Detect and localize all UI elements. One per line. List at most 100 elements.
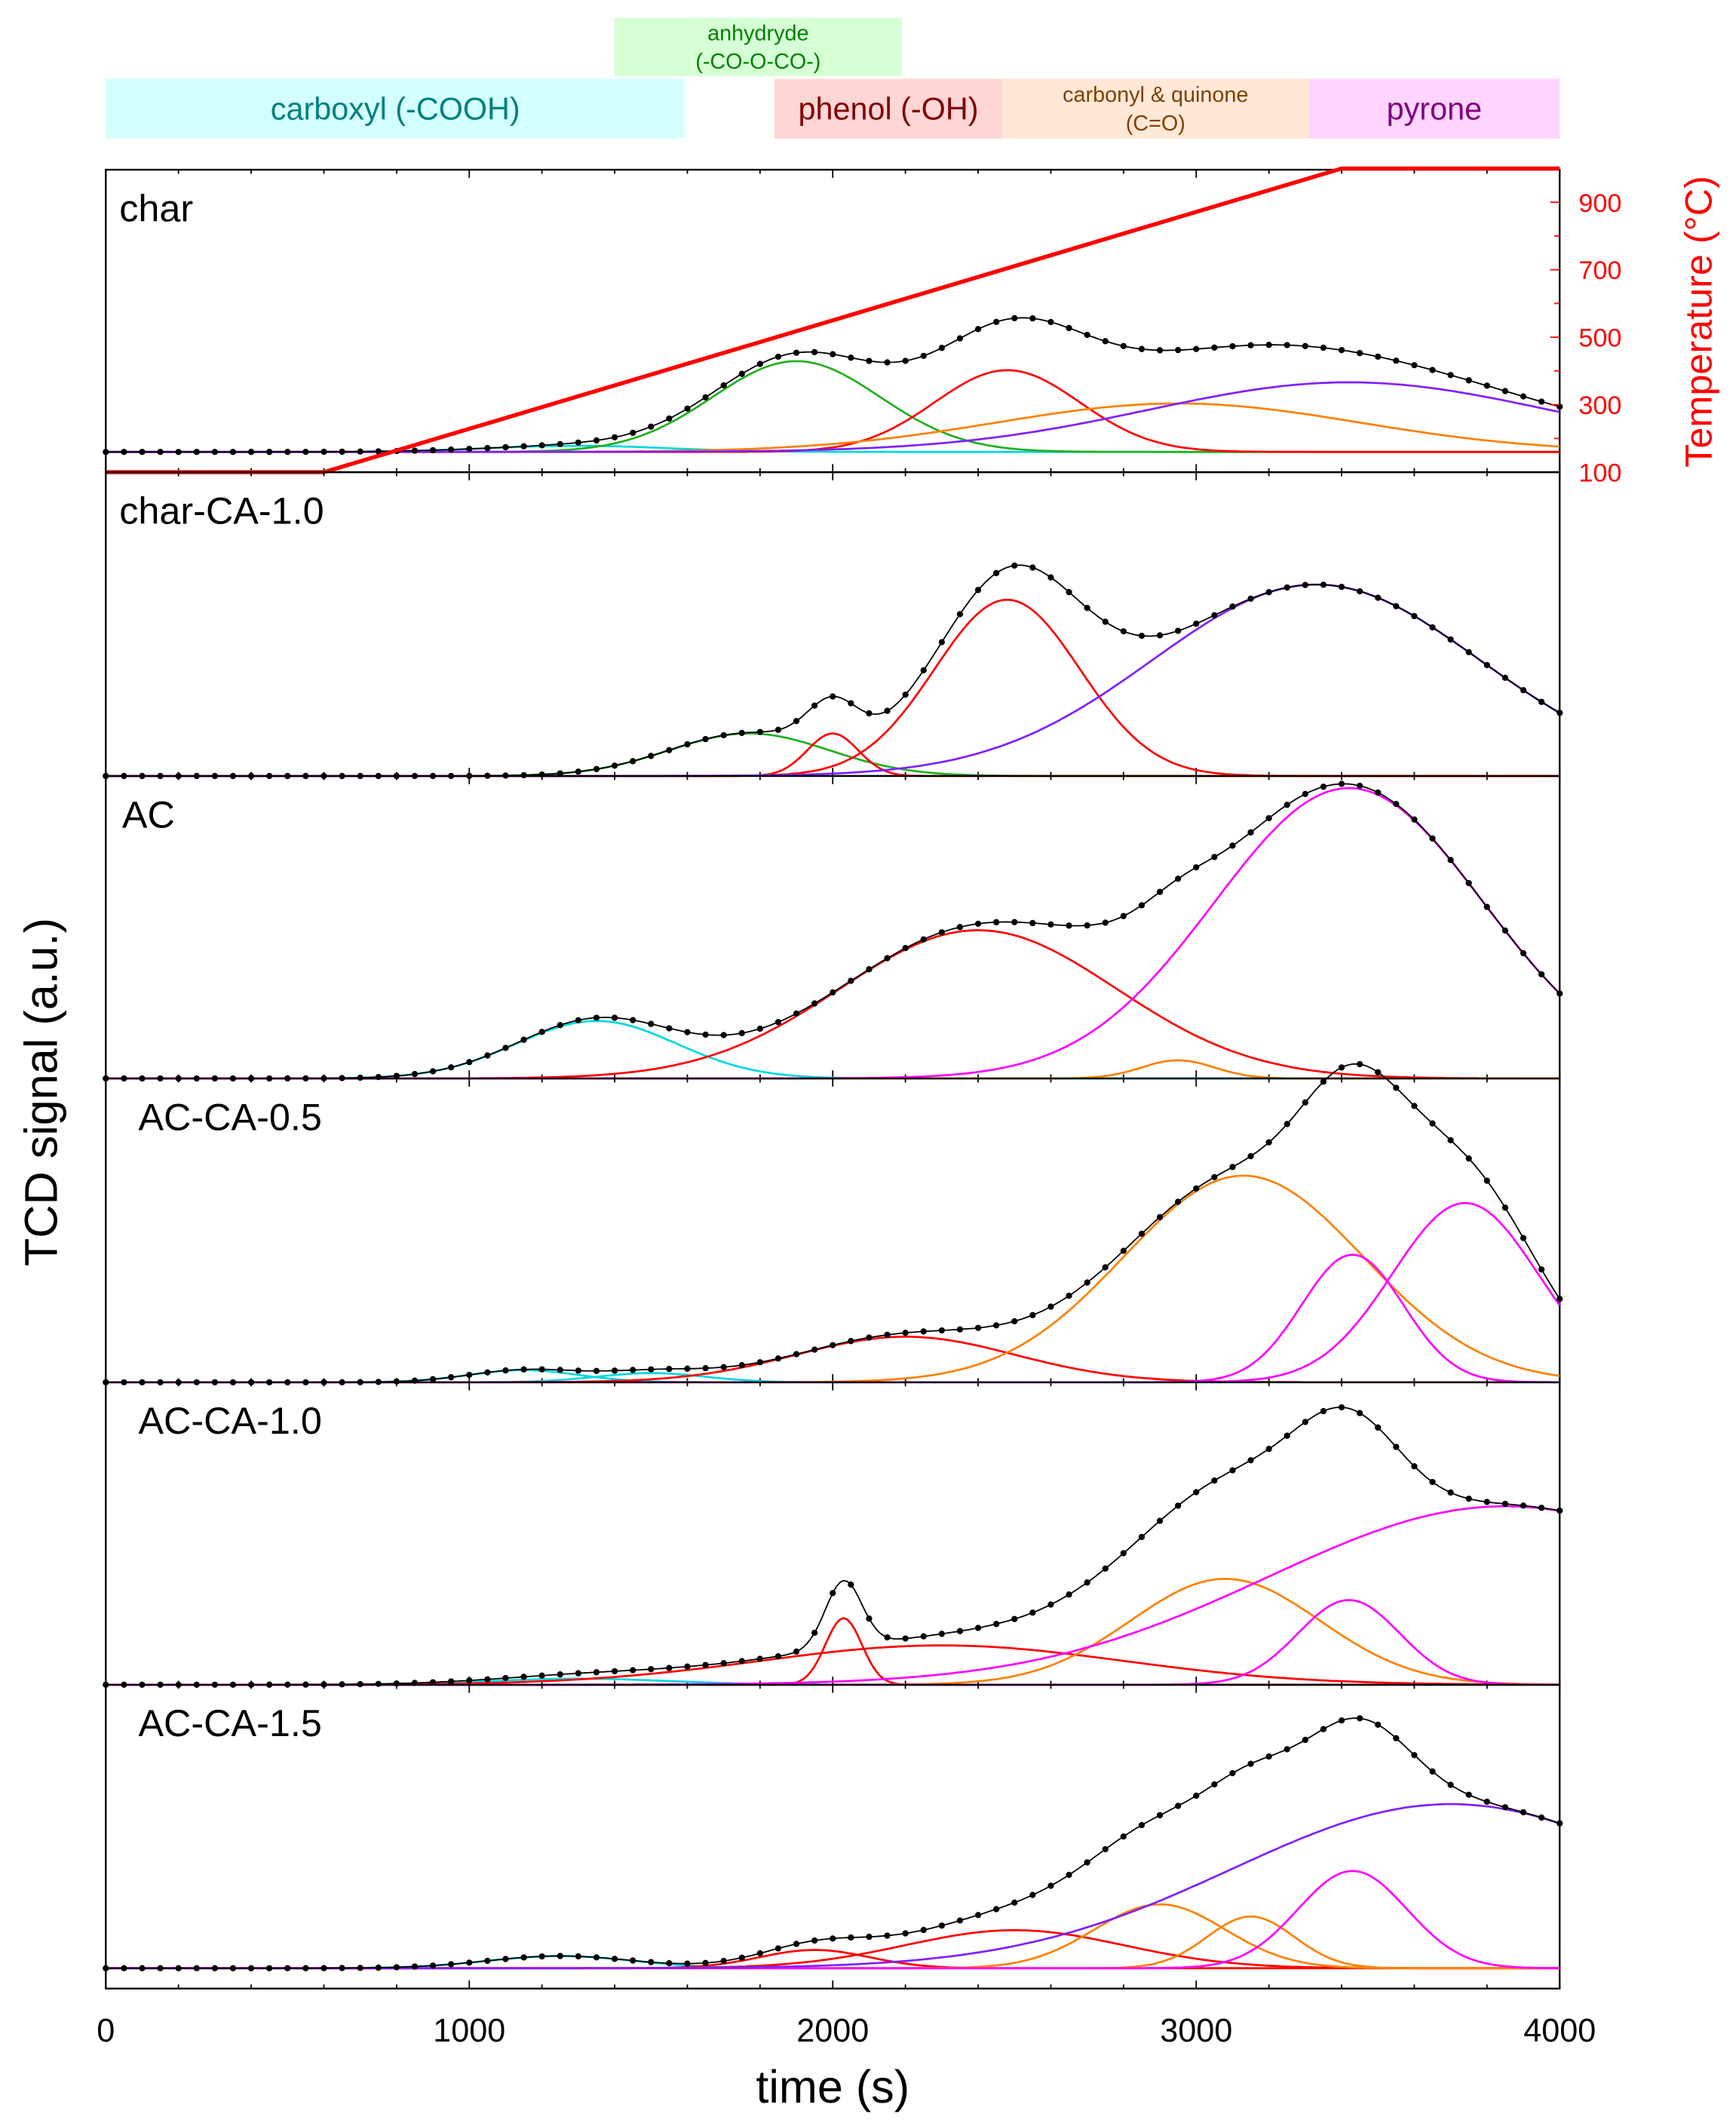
data-point [121, 449, 127, 456]
data-point [938, 1631, 945, 1637]
data-point [375, 1964, 382, 1971]
data-point [848, 977, 854, 984]
component-curve-carbonyl [106, 1174, 1560, 1384]
data-point [1211, 854, 1218, 861]
data-point [247, 449, 255, 456]
data-point [1375, 353, 1382, 360]
data-point [830, 1590, 836, 1597]
data-point [938, 345, 945, 351]
total-fit-curve [106, 564, 1560, 777]
legend-region-box [1308, 78, 1560, 139]
data-point [302, 448, 309, 456]
data-point [720, 1660, 727, 1667]
data-point [848, 1934, 854, 1941]
data-point [1084, 604, 1090, 612]
y2-tick-label: 500 [1578, 324, 1621, 353]
legend-region-box [774, 78, 1003, 139]
data-point [1247, 1152, 1254, 1160]
panels: char 100 300 500 700 900 char-CA-1.0 AC AC-CA-0.… [103, 166, 1621, 1990]
data-point [575, 1953, 581, 1960]
data-point [1465, 649, 1472, 655]
data-point [1465, 1155, 1472, 1162]
data-point [666, 415, 673, 422]
data-point [702, 394, 709, 400]
data-point [1483, 661, 1490, 668]
data-point [1211, 1173, 1218, 1180]
legend-region-4: pyrone [1308, 78, 1560, 139]
data-point [1411, 362, 1418, 369]
data-point [1156, 1812, 1164, 1819]
data-point [956, 1326, 964, 1333]
data-point [630, 429, 636, 437]
data-point [1411, 816, 1418, 823]
panel-label: char-CA-1.0 [119, 489, 324, 532]
data-point [811, 702, 818, 709]
data-point [103, 449, 109, 456]
data-point [538, 442, 545, 449]
data-point [1375, 1721, 1382, 1728]
data-point [1156, 1517, 1164, 1524]
data-point [1393, 1735, 1400, 1741]
data-point [538, 1029, 545, 1035]
data-point [1120, 1550, 1127, 1557]
data-point [992, 569, 1000, 577]
data-point [1338, 584, 1345, 591]
data-point [884, 707, 891, 714]
component-curve-pyrone [106, 1253, 1560, 1384]
data-point [630, 758, 636, 765]
data-point [866, 1934, 873, 1940]
data-point [1138, 1533, 1146, 1541]
data-point [1156, 632, 1164, 639]
data-point [648, 1366, 655, 1373]
data-point [611, 762, 618, 769]
data-point [1247, 829, 1254, 836]
data-point [1538, 1266, 1545, 1273]
data-point [1320, 1726, 1327, 1732]
data-point [1102, 338, 1109, 345]
data-point [1174, 876, 1182, 882]
data-point [702, 1031, 709, 1038]
data-point [738, 1954, 745, 1961]
data-point [1265, 1139, 1272, 1146]
data-point [1102, 1264, 1109, 1271]
data-point [520, 1674, 527, 1680]
data-point [484, 1676, 491, 1683]
functional-group-legend: anhydryde (-CO-O-CO-) carboxyl (-COOH) phen… [106, 17, 1560, 139]
data-point [266, 449, 273, 456]
data-point [666, 1664, 673, 1671]
data-point [793, 1940, 800, 1947]
data-point [1066, 1591, 1072, 1598]
data-point [756, 729, 763, 735]
data-point [1066, 588, 1072, 596]
data-point [774, 1019, 782, 1026]
data-point [1375, 789, 1382, 796]
data-point [1284, 1746, 1290, 1753]
data-point [938, 929, 945, 936]
data-point [974, 326, 982, 333]
data-point [1429, 1478, 1436, 1486]
data-point [992, 919, 1000, 925]
data-point [1047, 574, 1054, 581]
data-point [466, 1959, 473, 1966]
component-curve-anhydryde [106, 360, 1560, 453]
data-point [357, 448, 363, 455]
data-point [630, 1957, 636, 1964]
data-point [902, 1330, 909, 1336]
data-point [992, 1621, 1000, 1628]
data-point [520, 1954, 527, 1961]
data-point [193, 1965, 200, 1971]
data-point [575, 769, 581, 775]
data-point [284, 1965, 291, 1971]
data-point [1520, 1235, 1527, 1241]
data-point [557, 1367, 563, 1373]
data-point [411, 1071, 419, 1078]
data-point [774, 1945, 782, 1952]
data-point [393, 1964, 400, 1971]
data-point [793, 1010, 800, 1017]
data-point [611, 1014, 618, 1021]
data-point [357, 1965, 363, 1971]
data-point [429, 1962, 437, 1969]
data-point [1284, 1121, 1290, 1127]
data-point [1429, 835, 1436, 842]
